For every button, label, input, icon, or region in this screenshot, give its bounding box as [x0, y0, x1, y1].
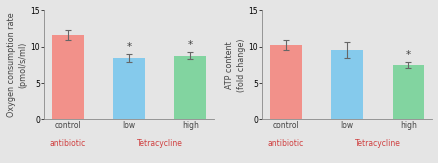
Bar	[113, 58, 145, 119]
Text: antibiotic: antibiotic	[49, 139, 86, 148]
Bar	[269, 45, 301, 119]
Y-axis label: Oxygen consumption rate
(pmol/s/ml): Oxygen consumption rate (pmol/s/ml)	[7, 13, 28, 117]
Y-axis label: ATP content
(fold change): ATP content (fold change)	[225, 38, 245, 92]
Bar	[52, 35, 84, 119]
Bar	[174, 56, 206, 119]
Text: antibiotic: antibiotic	[267, 139, 304, 148]
Bar	[331, 50, 362, 119]
Text: *: *	[126, 42, 131, 52]
Text: Tetracycline: Tetracycline	[137, 139, 182, 148]
Bar	[392, 65, 424, 119]
Text: *: *	[187, 40, 192, 50]
Text: *: *	[405, 50, 410, 59]
Text: Tetracycline: Tetracycline	[354, 139, 400, 148]
